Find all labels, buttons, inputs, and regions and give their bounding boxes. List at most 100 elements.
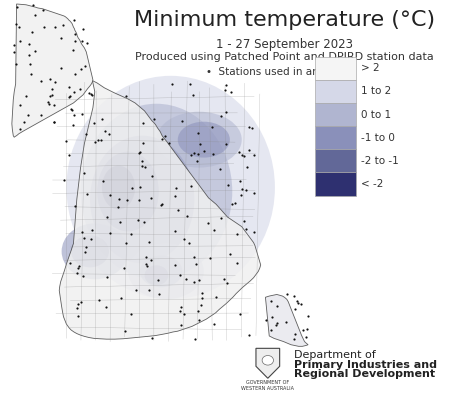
Point xyxy=(88,91,95,98)
Point xyxy=(79,26,87,33)
Point xyxy=(107,230,114,236)
Point xyxy=(191,336,199,342)
Point xyxy=(103,214,110,220)
Point xyxy=(217,166,224,172)
Point xyxy=(177,304,185,310)
Point xyxy=(65,152,73,158)
Point xyxy=(240,153,247,159)
Point xyxy=(140,218,147,225)
Point xyxy=(180,311,187,318)
Bar xyxy=(315,149,356,172)
Point xyxy=(22,93,29,99)
Point xyxy=(12,20,19,27)
Point xyxy=(74,312,82,319)
Point xyxy=(102,304,110,310)
Point xyxy=(154,277,162,283)
Polygon shape xyxy=(265,294,308,346)
Point xyxy=(238,152,246,158)
Point xyxy=(178,118,185,124)
Point xyxy=(139,140,147,146)
Point xyxy=(242,226,249,233)
Point xyxy=(209,151,216,158)
Text: Department of: Department of xyxy=(294,350,375,360)
Point xyxy=(191,254,198,261)
Point xyxy=(190,150,198,156)
Point xyxy=(246,147,253,153)
Point xyxy=(161,133,169,139)
Point xyxy=(50,119,58,125)
Text: < -2: < -2 xyxy=(361,179,383,189)
Point xyxy=(26,61,34,67)
Point xyxy=(71,203,78,209)
Point xyxy=(115,196,122,203)
Point xyxy=(57,65,65,71)
Point xyxy=(198,295,206,302)
Point xyxy=(273,320,281,326)
Point xyxy=(13,4,20,10)
Polygon shape xyxy=(12,4,93,137)
Point xyxy=(147,257,155,263)
Point xyxy=(199,290,206,296)
Point xyxy=(134,217,142,223)
Point xyxy=(246,124,253,130)
Point xyxy=(65,84,73,91)
Point xyxy=(25,41,33,47)
Point xyxy=(225,182,232,188)
Point xyxy=(222,82,230,89)
Bar xyxy=(315,80,356,103)
Point xyxy=(17,38,24,44)
Point xyxy=(68,107,75,114)
Point xyxy=(46,93,54,99)
Point xyxy=(237,192,245,199)
Point xyxy=(176,272,184,278)
Point xyxy=(220,276,228,282)
Point xyxy=(174,207,182,213)
Point xyxy=(171,262,179,268)
Point xyxy=(223,280,230,286)
Point xyxy=(37,78,45,84)
Point xyxy=(233,231,241,237)
Point xyxy=(268,314,275,320)
Point xyxy=(75,263,83,269)
Text: 1 to 2: 1 to 2 xyxy=(361,86,392,97)
Point xyxy=(235,149,242,156)
Point xyxy=(91,139,99,146)
Ellipse shape xyxy=(145,265,168,285)
Point xyxy=(37,111,45,118)
Point xyxy=(142,261,150,268)
Point xyxy=(188,152,195,158)
Point xyxy=(103,273,110,280)
Text: GOVERNMENT OF
WESTERN AUSTRALIA: GOVERNMENT OF WESTERN AUSTRALIA xyxy=(241,380,294,391)
Ellipse shape xyxy=(102,166,135,209)
Point xyxy=(45,101,53,107)
Point xyxy=(61,177,68,183)
Point xyxy=(238,186,246,192)
Point xyxy=(123,240,130,246)
Point xyxy=(189,92,196,99)
Point xyxy=(87,91,95,98)
Point xyxy=(250,229,258,235)
Point xyxy=(88,235,95,242)
Point xyxy=(165,140,173,146)
Point xyxy=(136,184,144,190)
Point xyxy=(240,217,248,224)
Point xyxy=(78,66,85,72)
Point xyxy=(120,265,128,272)
Point xyxy=(141,164,148,170)
Point xyxy=(17,126,24,132)
Bar xyxy=(315,126,356,149)
Point xyxy=(227,88,235,95)
Point xyxy=(194,308,202,314)
Point xyxy=(32,48,39,54)
Point xyxy=(186,81,194,87)
Point xyxy=(228,201,236,207)
Point xyxy=(182,275,190,282)
Point xyxy=(10,49,18,55)
Point xyxy=(70,122,77,128)
Point xyxy=(73,270,81,277)
Point xyxy=(148,335,156,341)
Point xyxy=(300,327,307,334)
Point xyxy=(273,303,280,310)
Point xyxy=(28,28,36,35)
Point xyxy=(176,308,184,314)
